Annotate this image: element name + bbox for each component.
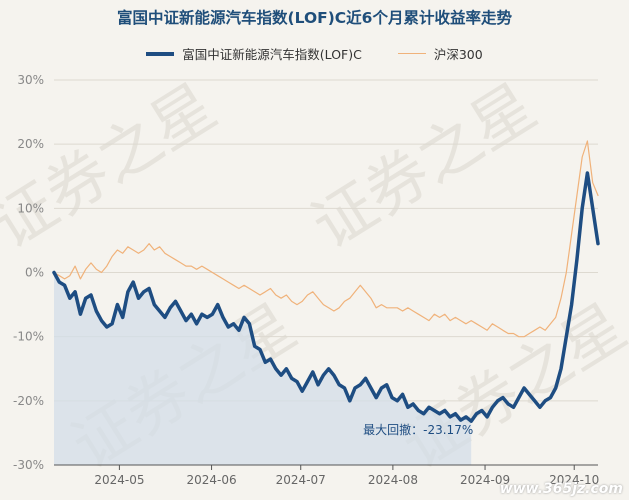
legend-swatch-fund <box>146 51 175 56</box>
watermark-text-0: 证券之星 <box>0 69 228 262</box>
drawdown-area <box>54 272 472 465</box>
y-tick-label: 30% <box>17 73 44 87</box>
watermark-text-1: 证券之星 <box>299 69 548 262</box>
footer-watermark: www.365jz.com <box>499 481 623 497</box>
x-tick-label: 2024-09 <box>460 473 510 487</box>
y-tick-label: 20% <box>17 137 44 151</box>
x-tick-label: 2024-05 <box>94 473 144 487</box>
annotations: 最大回撤：-23.17% <box>363 422 473 437</box>
legend-item-index[interactable]: 沪深300 <box>397 44 483 63</box>
series-line-fund <box>52 171 600 423</box>
y-tick-label: 10% <box>17 201 44 215</box>
legend-label-fund: 富国中证新能源汽车指数(LOF)C <box>182 47 362 62</box>
y-tick-label: -30% <box>13 458 44 472</box>
x-tick-label: 2024-08 <box>368 473 418 487</box>
drawdown-fill <box>54 272 472 465</box>
x-tick-label: 2024-10 <box>549 473 599 487</box>
series-lines <box>52 140 600 423</box>
x-tick-label: 2024-07 <box>276 473 326 487</box>
legend-item-fund[interactable]: 富国中证新能源汽车指数(LOF)C <box>146 44 362 63</box>
chart-title: 富国中证新能源汽车指数(LOF)C近6个月累计收益率走势 <box>117 9 512 27</box>
x-tick-label: 2024-06 <box>186 473 236 487</box>
y-tick-label: 0% <box>25 266 44 280</box>
max-drawdown-label: 最大回撤：-23.17% <box>363 422 473 437</box>
legend-label-index: 沪深300 <box>433 47 483 62</box>
legend: 富国中证新能源汽车指数(LOF)C 沪深300 <box>0 44 629 63</box>
series-line-index <box>53 140 599 338</box>
axes: 30% 20% 10% 0% -10% -20% -30% 2024-05 2024-06 202… <box>13 73 599 487</box>
y-tick-label: -20% <box>13 394 44 408</box>
y-tick-label: -10% <box>13 330 44 344</box>
legend-swatch-index <box>397 52 426 55</box>
